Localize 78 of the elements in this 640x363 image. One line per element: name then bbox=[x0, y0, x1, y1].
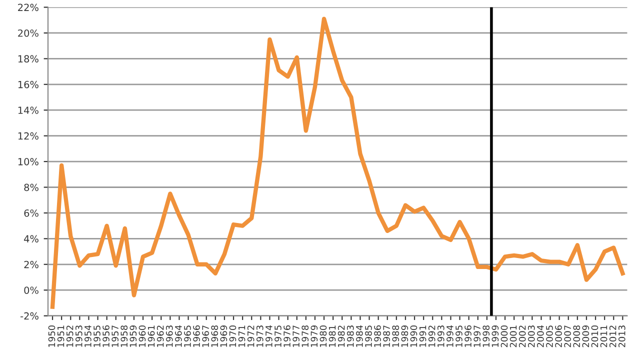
y-tick-label: 20% bbox=[18, 29, 38, 37]
x-tick-label: 1989 bbox=[401, 325, 408, 347]
x-tick-label: 1971 bbox=[238, 326, 246, 347]
x-tick-label: 2005 bbox=[546, 326, 553, 348]
x-tick-label: 1962 bbox=[156, 326, 164, 347]
x-tick-label: 1960 bbox=[138, 325, 146, 347]
x-tick-label: 1957 bbox=[112, 326, 118, 347]
x-tick-label: 1969 bbox=[220, 325, 228, 347]
x-tick-label: 2012 bbox=[609, 326, 616, 348]
x-tick-label: 1967 bbox=[202, 326, 209, 347]
x-tick-label: 2001 bbox=[510, 326, 517, 348]
x-tick-label: 1984 bbox=[356, 325, 363, 347]
x-tick-label: 1958 bbox=[120, 325, 128, 347]
x-tick-label: 1992 bbox=[428, 326, 436, 347]
x-tick-label: 1970 bbox=[229, 325, 236, 347]
x-tick-label: 1998 bbox=[482, 325, 490, 347]
x-tick-label: 1978 bbox=[302, 325, 309, 347]
x-tick-label: 1973 bbox=[256, 326, 264, 347]
y-tick-label: 6% bbox=[24, 209, 38, 217]
x-tick-label: 1985 bbox=[365, 326, 372, 347]
x-tick-label: 1976 bbox=[284, 325, 290, 347]
x-tick-label: 1955 bbox=[94, 326, 100, 347]
x-tick-label: 1983 bbox=[346, 326, 354, 347]
x-tick-label: 1979 bbox=[310, 325, 318, 347]
x-tick-label: 1968 bbox=[211, 325, 218, 347]
x-tick-label: 2004 bbox=[537, 325, 544, 348]
x-tick-label: 1996 bbox=[464, 325, 472, 347]
x-tick-label: 2002 bbox=[518, 326, 526, 348]
y-tick-label: 4% bbox=[24, 235, 38, 243]
x-tick-label: 1987 bbox=[383, 326, 390, 347]
x-tick-label: 2003 bbox=[528, 326, 535, 348]
x-tick-label: 2010 bbox=[591, 325, 598, 348]
y-tick-label: 16% bbox=[18, 80, 38, 88]
x-tick-label: 2000 bbox=[500, 325, 508, 348]
x-tick-label: 1950 bbox=[48, 325, 56, 347]
x-tick-label: 2009 bbox=[582, 325, 590, 348]
x-tick-label: 1951 bbox=[57, 326, 64, 347]
y-tick-label: 14% bbox=[18, 106, 38, 114]
x-tick-label: 1988 bbox=[392, 325, 400, 347]
x-tick-label: 1990 bbox=[410, 325, 418, 347]
x-tick-label: 1961 bbox=[148, 326, 155, 347]
x-tick-label: 2013 bbox=[618, 326, 626, 348]
y-tick-label: 12% bbox=[18, 132, 38, 140]
x-tick-label: 1956 bbox=[102, 325, 110, 347]
y-tick-label: 2% bbox=[24, 260, 38, 268]
y-tick-label: 8% bbox=[24, 184, 38, 192]
x-tick-label: 1993 bbox=[437, 326, 444, 347]
x-tick-label: 1953 bbox=[75, 326, 82, 347]
line-series bbox=[50, 16, 625, 309]
x-tick-label: 1991 bbox=[419, 326, 426, 347]
y-tick-label: 0% bbox=[24, 286, 38, 294]
x-tick-label: 1982 bbox=[338, 326, 345, 347]
y-tick-label: -2% bbox=[20, 312, 38, 320]
x-tick-label: 1981 bbox=[328, 326, 336, 347]
x-tick-label: 1999 bbox=[492, 325, 499, 347]
x-tick-label: 1965 bbox=[184, 326, 191, 347]
x-tick-label: 1975 bbox=[274, 326, 282, 347]
x-tick-label: 1954 bbox=[84, 325, 92, 347]
x-tick-label: 1964 bbox=[175, 325, 182, 347]
x-tick-label: 1977 bbox=[292, 326, 300, 347]
x-tick-label: 1959 bbox=[130, 325, 137, 347]
y-tick-label: 22% bbox=[18, 4, 38, 12]
x-tick-label: 1980 bbox=[320, 325, 327, 347]
x-tick-label: 2007 bbox=[564, 326, 571, 348]
x-tick-label: 1994 bbox=[446, 325, 454, 347]
x-tick-label: 1952 bbox=[66, 326, 74, 347]
y-tick-label: 10% bbox=[18, 158, 38, 166]
x-tick-label: 2008 bbox=[573, 325, 580, 348]
x-tick-label: 1974 bbox=[266, 325, 272, 347]
x-tick-label: 1972 bbox=[247, 326, 254, 347]
x-tick-label: 1995 bbox=[456, 326, 462, 347]
x-tick-label: 2011 bbox=[600, 326, 608, 348]
x-tick-label: 1966 bbox=[193, 325, 200, 347]
x-tick-label: 1986 bbox=[374, 325, 381, 347]
x-tick-label: 2006 bbox=[555, 325, 562, 348]
x-tick-label: 1997 bbox=[474, 326, 480, 347]
y-tick-label: 18% bbox=[18, 55, 38, 63]
x-tick-label: 1963 bbox=[166, 326, 173, 347]
